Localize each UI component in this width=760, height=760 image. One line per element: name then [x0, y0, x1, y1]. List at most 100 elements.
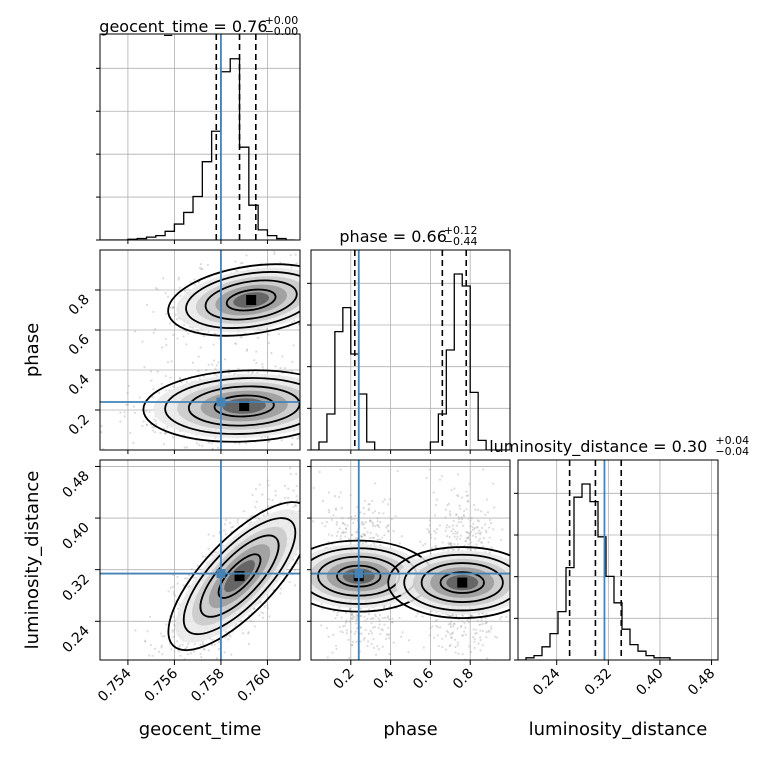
sample-point	[306, 559, 308, 561]
sample-point	[145, 423, 149, 427]
sample-point	[296, 499, 299, 502]
sample-point	[250, 521, 253, 524]
sample-point	[434, 537, 437, 540]
sample-point	[381, 628, 384, 632]
sample-point	[344, 419, 346, 421]
sample-point	[388, 455, 390, 457]
sample-point	[212, 534, 215, 537]
sample-point	[313, 442, 315, 444]
sample-point	[470, 614, 473, 618]
sample-point	[267, 606, 270, 610]
sample-point	[176, 317, 179, 321]
sample-point	[302, 538, 304, 540]
sample-point	[342, 368, 344, 370]
sample-point	[371, 511, 375, 514]
sample-point	[480, 619, 483, 623]
sample-point	[197, 369, 200, 373]
sample-point	[336, 422, 338, 424]
sample-point	[338, 278, 340, 280]
ytick-label-phase-2: 0.6	[66, 331, 93, 358]
sample-point	[145, 423, 148, 426]
sample-point	[184, 647, 187, 650]
sample-point	[191, 361, 195, 364]
sample-point	[185, 673, 187, 675]
sample-point	[304, 396, 306, 398]
sample-point	[201, 555, 205, 558]
sample-point	[270, 351, 273, 355]
sample-point	[352, 382, 354, 384]
sample-point	[363, 533, 366, 536]
sample-point	[367, 503, 370, 506]
sample-point	[478, 537, 482, 540]
sample-point	[321, 425, 323, 427]
sample-point	[500, 615, 503, 619]
sample-point	[339, 534, 342, 538]
sample-point	[339, 537, 342, 540]
sample-point	[152, 388, 155, 391]
hist-panel-phase	[311, 250, 510, 450]
sample-point	[339, 499, 341, 501]
sample-point	[308, 314, 310, 316]
sample-point	[452, 625, 455, 628]
sample-point	[482, 536, 485, 540]
sample-point	[400, 383, 402, 385]
sample-point	[479, 629, 482, 632]
sample-point	[345, 619, 348, 622]
sample-point	[375, 533, 378, 536]
sample-point	[303, 304, 305, 306]
sample-point	[314, 463, 316, 465]
sample-point	[449, 542, 452, 545]
title-plus-luminosity_distance: +0.04	[715, 434, 749, 447]
sample-point	[364, 628, 367, 632]
sample-point	[363, 534, 367, 537]
sample-point	[471, 614, 474, 618]
sample-point	[449, 543, 452, 546]
sample-point	[316, 280, 318, 282]
sample-point	[428, 634, 431, 637]
sample-point	[317, 418, 319, 420]
sample-point	[315, 274, 317, 276]
sample-point	[217, 641, 220, 644]
sample-point	[251, 370, 255, 373]
hist-bar-geocent_time-7	[165, 231, 174, 240]
sample-point	[291, 437, 294, 440]
sample-point	[313, 293, 315, 295]
sample-point	[312, 400, 314, 402]
sample-point	[451, 631, 454, 634]
sample-point	[377, 617, 380, 620]
sample-point	[435, 498, 439, 501]
sample-point	[378, 526, 381, 529]
sample-point	[450, 530, 453, 533]
sample-point	[138, 396, 141, 399]
sample-point	[320, 624, 323, 627]
sample-point	[316, 394, 318, 396]
sample-point	[483, 523, 487, 526]
sample-point	[316, 300, 318, 302]
sample-point	[196, 329, 199, 332]
sample-point	[303, 497, 305, 499]
sample-point	[468, 538, 472, 541]
sample-point	[162, 427, 166, 430]
sample-point	[460, 520, 463, 524]
sample-point	[153, 647, 156, 650]
sample-point	[344, 280, 346, 282]
sample-point	[330, 483, 332, 485]
sample-point	[254, 505, 257, 508]
sample-point	[454, 532, 458, 535]
sample-point	[342, 377, 344, 379]
sample-point	[326, 397, 328, 399]
sample-point	[342, 531, 346, 534]
sample-point	[223, 523, 227, 526]
sample-point	[350, 612, 354, 615]
xtick-label-phase-2: 0.6	[410, 665, 437, 692]
sample-point	[289, 467, 292, 470]
sample-point	[449, 623, 452, 626]
sample-point	[324, 524, 327, 528]
panel-geocent_time-vs-phase	[100, 250, 402, 450]
sample-point	[381, 617, 384, 620]
sample-point	[303, 303, 305, 305]
sample-point	[333, 315, 335, 317]
sample-point	[279, 366, 282, 370]
sample-point	[303, 400, 305, 402]
sample-point	[102, 447, 105, 450]
